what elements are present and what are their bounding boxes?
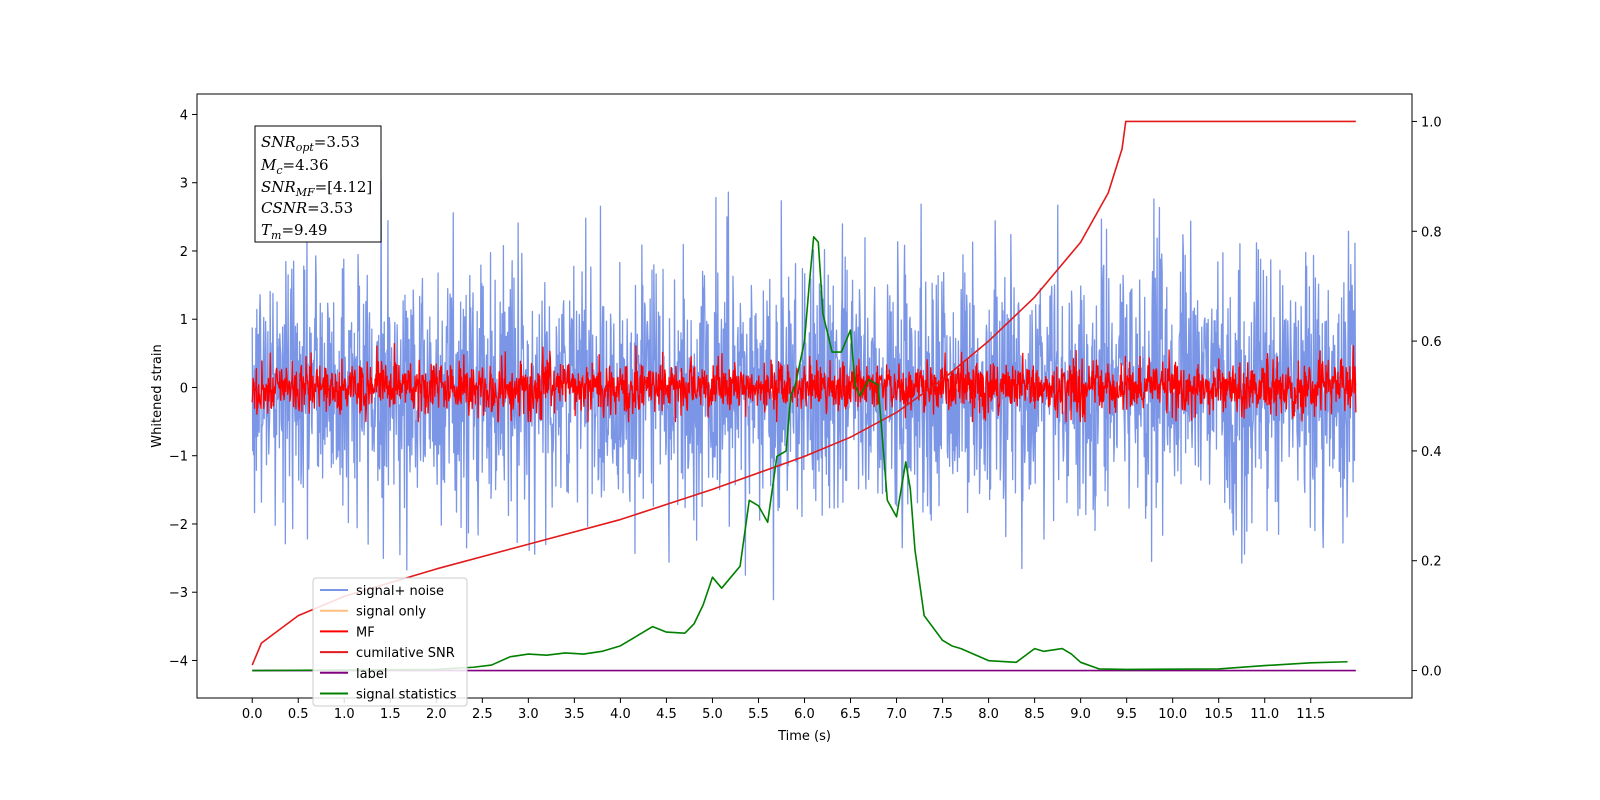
y-left-tick-label: 2 (180, 245, 188, 260)
series-line-signal-noise (251, 178, 1357, 601)
y-left-tick-label: 4 (180, 108, 188, 123)
x-tick-label: 1.0 (334, 707, 355, 722)
annotation-mc: Mc=4.36 (260, 156, 329, 177)
x-tick-label: 9.5 (1116, 707, 1137, 722)
y-right-tick-label: 0.2 (1421, 555, 1442, 570)
y-left-tick-label: 0 (180, 381, 188, 396)
x-tick-label: 6.0 (794, 707, 815, 722)
x-tick-label: 1.5 (380, 707, 401, 722)
x-tick-label: 0.5 (288, 707, 309, 722)
y-right-tick-label: 0.0 (1421, 665, 1442, 680)
annotation-box: SNRopt=3.53 Mc=4.36 SNRMF=[4.12] CSNR=3.… (254, 125, 382, 243)
x-tick-label: 8.0 (978, 707, 999, 722)
x-tick-label: 6.5 (840, 707, 861, 722)
y-left-tick-label: 3 (180, 177, 188, 192)
y-left-tick-label: −2 (169, 518, 188, 533)
y-axis-label: Whitened strain (150, 344, 165, 447)
x-tick-label: 7.5 (932, 707, 953, 722)
x-tick-label: 8.5 (1024, 707, 1045, 722)
y-right-tick-label: 1.0 (1421, 115, 1442, 130)
y-left-tick-label: −3 (169, 586, 188, 601)
x-tick-label: 2.5 (472, 707, 493, 722)
x-tick-label: 2.0 (426, 707, 447, 722)
x-axis-label: Time (s) (777, 729, 831, 744)
x-tick-label: 0.0 (242, 707, 263, 722)
legend: signal+ noise signal only MF cumilative SNR… (312, 577, 468, 707)
y-left-tick-label: 1 (180, 313, 188, 328)
y-left-tick-label: −4 (169, 654, 188, 669)
series-line-mf (251, 343, 1357, 423)
x-tick-label: 9.0 (1070, 707, 1091, 722)
legend-label-cumilative-snr: cumilative SNR (356, 646, 455, 661)
x-tick-label: 4.0 (610, 707, 631, 722)
x-tick-label: 7.0 (886, 707, 907, 722)
x-tick-label: 11.5 (1296, 707, 1325, 722)
legend-label-signal-statistics: signal statistics (356, 688, 457, 703)
y-right-tick-label: 0.8 (1421, 225, 1442, 240)
legend-label-mf: MF (356, 625, 375, 640)
y-right-tick-label: 0.4 (1421, 445, 1442, 460)
x-tick-label: 10.5 (1204, 707, 1233, 722)
x-tick-label: 5.0 (702, 707, 723, 722)
annotation-snr-opt: SNRopt=3.53 (261, 133, 360, 154)
x-tick-label: 10.0 (1158, 707, 1187, 722)
x-tick-label: 5.5 (748, 707, 769, 722)
x-tick-label: 4.5 (656, 707, 677, 722)
legend-label-label: label (356, 667, 387, 682)
series-line-signal-statistics (252, 235, 1348, 672)
annotation-csnr: CSNR=3.53 (261, 199, 353, 217)
legend-label-signal-only: signal only (356, 605, 426, 620)
y-left-tick-label: −1 (169, 450, 188, 465)
x-tick-label: 3.5 (564, 707, 585, 722)
legend-label-signal-noise: signal+ noise (356, 584, 444, 599)
x-tick-label: 3.0 (518, 707, 539, 722)
annotation-snr-mf: SNRMF=[4.12] (261, 178, 372, 199)
y-right-tick-label: 0.6 (1421, 335, 1442, 350)
x-tick-label: 11.0 (1250, 707, 1279, 722)
annotation-tm: Tm=9.49 (261, 221, 327, 242)
